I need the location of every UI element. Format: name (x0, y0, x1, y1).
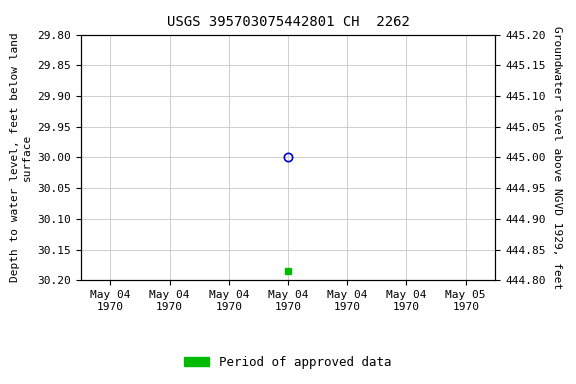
Title: USGS 395703075442801 CH  2262: USGS 395703075442801 CH 2262 (166, 15, 410, 29)
Y-axis label: Depth to water level, feet below land
surface: Depth to water level, feet below land su… (10, 33, 32, 282)
Legend: Period of approved data: Period of approved data (179, 351, 397, 374)
Y-axis label: Groundwater level above NGVD 1929, feet: Groundwater level above NGVD 1929, feet (552, 26, 562, 289)
